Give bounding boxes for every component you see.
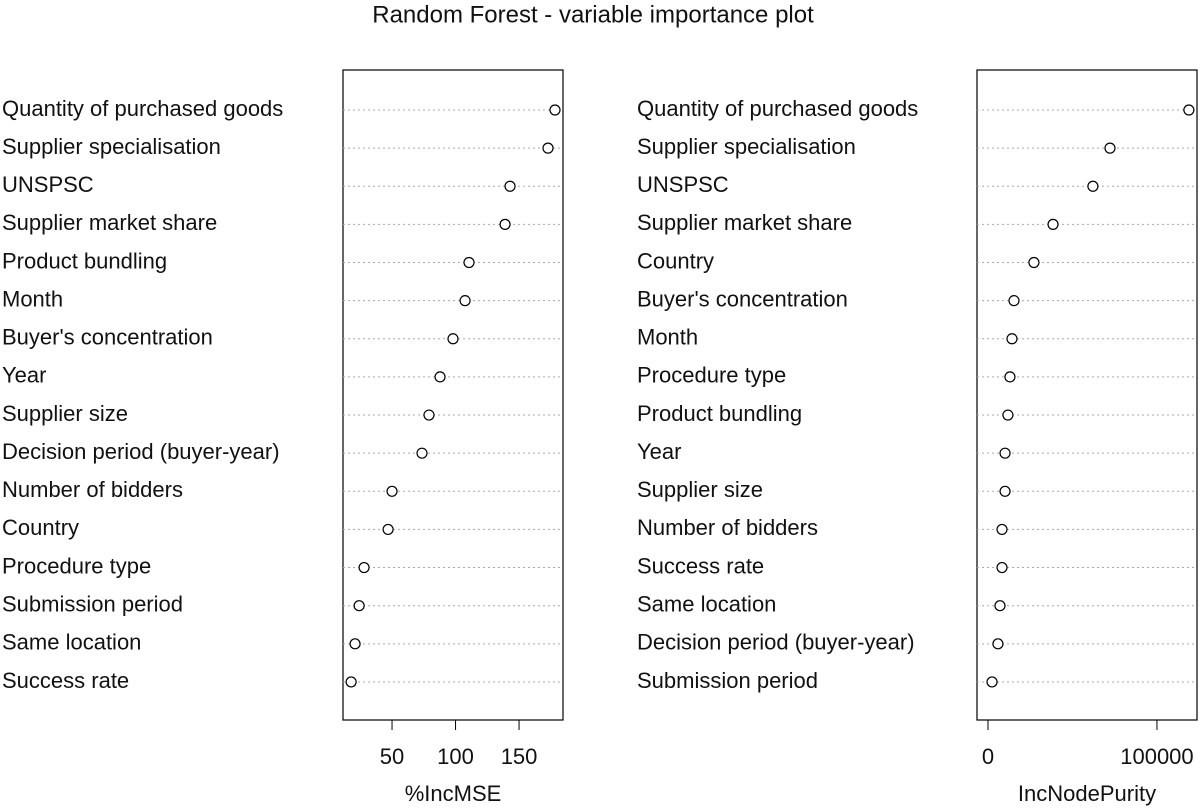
dot <box>459 295 471 307</box>
dot <box>423 409 435 421</box>
category-label: Month <box>637 325 698 350</box>
category-label: Procedure type <box>637 363 786 388</box>
dot <box>463 256 475 269</box>
category-label: Buyer's concentration <box>637 286 848 311</box>
category-label: Decision period (buyer-year) <box>637 630 915 655</box>
category-label: UNSPSC <box>2 172 94 197</box>
figure-title: Random Forest - variable importance plot <box>372 1 814 28</box>
category-label: Year <box>637 439 681 464</box>
category-label: Number of bidders <box>2 477 183 502</box>
plot-frame <box>342 69 564 721</box>
dot <box>353 600 365 612</box>
category-label: Supplier size <box>637 477 763 502</box>
dot <box>1183 104 1195 116</box>
category-label: Submission period <box>2 592 183 617</box>
category-label: Decision period (buyer-year) <box>2 439 280 464</box>
dot <box>499 218 511 230</box>
category-label: Country <box>2 515 79 540</box>
dot <box>1028 256 1040 269</box>
category-label: Product bundling <box>637 401 802 426</box>
category-label: Same location <box>2 630 141 655</box>
category-label: Success rate <box>2 668 129 693</box>
category-label: Number of bidders <box>637 515 818 540</box>
dot <box>999 447 1011 459</box>
category-label: Success rate <box>637 553 764 578</box>
category-label: Supplier market share <box>2 210 217 235</box>
dot <box>386 485 398 497</box>
category-label: Year <box>2 363 46 388</box>
category-label: Supplier size <box>2 401 128 426</box>
category-label: Same location <box>637 592 776 617</box>
x-axis-title: IncNodePurity <box>1018 781 1156 806</box>
dot <box>1087 180 1099 192</box>
category-label: Procedure type <box>2 553 151 578</box>
dot <box>1104 142 1116 154</box>
x-tick-label: 100000 <box>1120 744 1193 769</box>
dot <box>504 180 516 192</box>
dot <box>345 676 357 688</box>
dot <box>542 142 554 154</box>
dot <box>1004 371 1016 383</box>
dot <box>986 676 998 688</box>
category-label: UNSPSC <box>637 172 729 197</box>
category-label: Supplier market share <box>637 210 852 235</box>
dot <box>1047 218 1059 230</box>
x-tick-label: 0 <box>982 744 994 769</box>
dot <box>549 104 561 116</box>
dot <box>349 638 361 650</box>
category-label: Supplier specialisation <box>637 134 856 159</box>
dot <box>1008 295 1020 307</box>
dot <box>996 523 1008 536</box>
category-label: Supplier specialisation <box>2 134 221 159</box>
dot <box>447 333 459 345</box>
plot-frame <box>976 69 1198 721</box>
x-tick-label: 50 <box>380 744 404 769</box>
category-label: Product bundling <box>2 248 167 273</box>
x-tick-label: 100 <box>437 744 474 769</box>
x-axis-title: %IncMSE <box>405 781 502 806</box>
dot <box>358 561 370 574</box>
category-label: Submission period <box>637 668 818 693</box>
category-label: Quantity of purchased goods <box>2 96 283 121</box>
dot <box>416 447 428 459</box>
category-label: Buyer's concentration <box>2 325 213 350</box>
dot <box>994 600 1006 612</box>
dot <box>999 485 1011 497</box>
dot <box>382 523 394 536</box>
dot <box>1006 333 1018 345</box>
dot <box>434 371 446 383</box>
dot <box>992 638 1004 650</box>
category-label: Quantity of purchased goods <box>637 96 918 121</box>
x-tick-label: 150 <box>501 744 538 769</box>
category-label: Month <box>2 286 63 311</box>
dot <box>1002 409 1014 421</box>
category-label: Country <box>637 248 714 273</box>
dot <box>996 561 1008 574</box>
